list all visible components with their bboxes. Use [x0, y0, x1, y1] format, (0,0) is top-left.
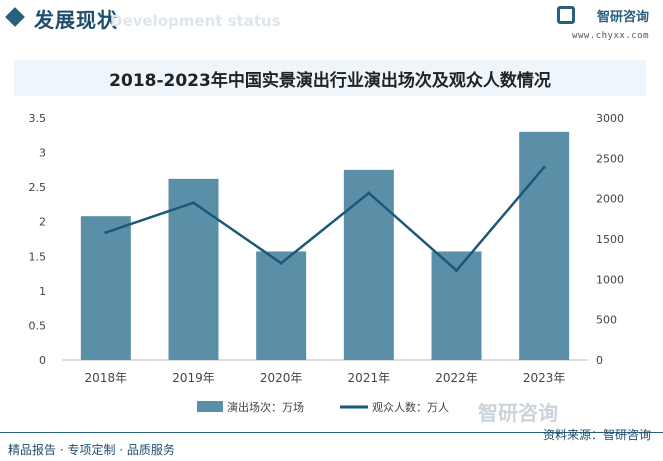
- line-point: [279, 261, 283, 265]
- x-tick-label: 2023年: [523, 371, 566, 385]
- y-left-tick-label: 2.5: [29, 181, 47, 194]
- section-title: 发展现状: [34, 8, 118, 32]
- line-point: [367, 191, 371, 195]
- x-tick-label: 2019年: [172, 371, 215, 385]
- line-series: [105, 166, 546, 273]
- y-right-tick-label: 500: [596, 314, 617, 327]
- brand-logo-icon: [557, 6, 575, 24]
- brand-url: www.chyxx.com: [572, 31, 649, 41]
- y-right-tick-label: 3000: [596, 112, 624, 125]
- x-tick-label: 2020年: [260, 371, 303, 385]
- legend-swatch-bar: [197, 401, 223, 412]
- y-right-tick-label: 2000: [596, 193, 624, 206]
- legend-label-bar: 演出场次：万场: [227, 400, 304, 414]
- x-tick-label: 2018年: [85, 371, 128, 385]
- y-right-tick-label: 0: [596, 354, 603, 367]
- bar: [343, 169, 394, 360]
- footer-slogan: 精品报告 · 专项定制 · 品质服务: [8, 443, 175, 457]
- footer-source: 资料来源：智研咨询: [542, 428, 651, 442]
- line-point: [192, 201, 195, 205]
- y-left-tick-label: 3.5: [29, 112, 47, 125]
- legend-label-line: 观众人数：万人: [372, 401, 449, 414]
- brand-name: 智研咨询: [596, 10, 649, 25]
- y-left-tick-label: 1: [39, 285, 46, 298]
- chart-title: 2018-2023年中国实景演出行业演出场次及观众人数情况: [109, 71, 551, 91]
- y-left-tick-label: 0: [39, 354, 46, 367]
- header: 发展现状 Development status: [0, 0, 663, 40]
- x-tick-label: 2021年: [348, 371, 391, 385]
- bar: [519, 131, 570, 360]
- line-point: [104, 231, 108, 235]
- diamond-icon: [5, 7, 25, 27]
- bar: [168, 178, 219, 360]
- chart: 0 0.5 1 1.5 2 2.5 3 3.5 0 500 1000 1500 2000 2500 3000…: [29, 112, 625, 414]
- x-tick-label: 2022年: [435, 371, 478, 385]
- bar: [80, 216, 131, 360]
- watermark-logo: 智研咨询: [478, 401, 558, 425]
- line-point: [455, 268, 458, 272]
- section-subtitle: Development status: [110, 12, 281, 30]
- y-left-tick-label: 1.5: [29, 250, 47, 263]
- bar: [256, 251, 307, 360]
- y-left-tick-label: 2: [39, 216, 46, 229]
- y-right-tick-label: 2500: [596, 152, 624, 165]
- y-right-tick-label: 1000: [596, 273, 624, 286]
- y-left-tick-label: 3: [39, 147, 46, 160]
- bar: [431, 251, 482, 360]
- title-band: [14, 60, 646, 96]
- y-right-tick-label: 1500: [596, 233, 624, 246]
- y-left-tick-label: 0.5: [29, 319, 47, 332]
- line-point: [542, 165, 546, 169]
- footer-divider: [0, 432, 663, 433]
